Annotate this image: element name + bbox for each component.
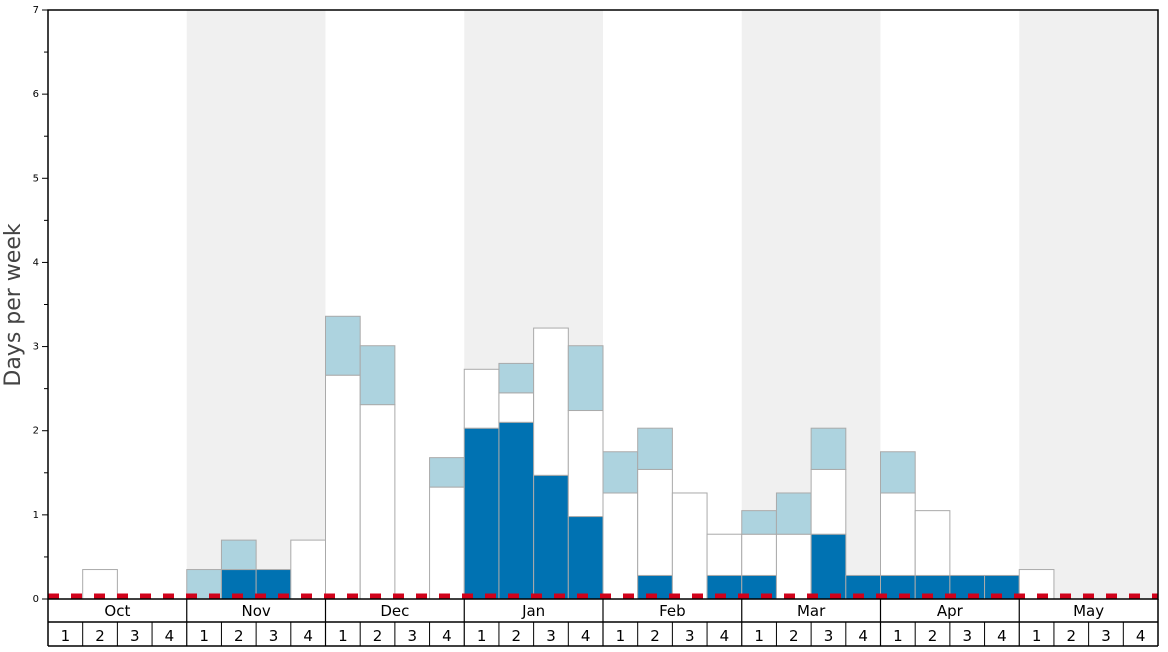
month-label-oct: Oct	[104, 602, 130, 620]
bar-segment	[463, 368, 500, 429]
bar-segment	[706, 533, 743, 576]
week-label: 2	[789, 627, 799, 645]
week-label: 2	[1067, 627, 1077, 645]
bar-segment	[533, 327, 569, 476]
week-label: 4	[303, 627, 313, 645]
bar-segment	[498, 362, 535, 394]
week-label: 2	[650, 627, 660, 645]
week-label: 1	[616, 627, 626, 645]
week-label: 2	[373, 627, 383, 645]
month-band-may	[1019, 10, 1158, 599]
month-bands	[186, 10, 1158, 599]
week-label: 3	[962, 627, 972, 645]
month-label-jan: Jan	[521, 602, 545, 620]
y-tick-label: 0	[33, 594, 39, 605]
week-label: 1	[338, 627, 348, 645]
week-label: 3	[824, 627, 834, 645]
week-label: 1	[1032, 627, 1042, 645]
bar-segment	[220, 539, 257, 571]
bar-segment	[359, 345, 396, 406]
week-label: 4	[858, 627, 868, 645]
week-label: 2	[95, 627, 105, 645]
bar-segment	[637, 427, 673, 470]
week-label: 2	[234, 627, 244, 645]
bar-segment	[429, 457, 465, 488]
week-label: 4	[720, 627, 730, 645]
bar-segment	[463, 427, 500, 600]
bar-segment	[429, 486, 465, 600]
bar-segment	[741, 510, 777, 535]
y-tick-label: 3	[33, 342, 39, 353]
bar-segment	[567, 410, 604, 518]
week-label: 2	[512, 627, 522, 645]
week-label: 1	[754, 627, 764, 645]
month-label-dec: Dec	[380, 602, 409, 620]
bar-segment	[325, 374, 361, 600]
bar-segment	[914, 510, 951, 576]
bar-segment	[567, 516, 604, 600]
week-label: 3	[685, 627, 695, 645]
y-tick-label: 6	[33, 89, 39, 100]
week-label: 3	[130, 627, 140, 645]
bar-segment	[637, 468, 673, 576]
y-tick-label: 2	[33, 426, 39, 437]
bar-segment	[880, 451, 916, 494]
week-label: 4	[1136, 627, 1146, 645]
y-tick-label: 1	[33, 510, 39, 521]
week-label: 1	[199, 627, 209, 645]
bar-segment	[290, 539, 326, 600]
month-label-nov: Nov	[241, 602, 270, 620]
week-label: 4	[997, 627, 1007, 645]
y-axis: 0 1 2 3 4 5 6 7	[33, 5, 48, 605]
y-tick-label: 4	[33, 257, 39, 268]
plot-frame	[47, 9, 1159, 600]
y-axis-label: Days per week	[1, 223, 26, 386]
bar-segment	[498, 392, 535, 423]
bars	[82, 315, 1055, 600]
month-label-apr: Apr	[937, 602, 964, 620]
week-label: 4	[165, 627, 175, 645]
week-label: 3	[407, 627, 417, 645]
y-tick-label: 5	[33, 173, 39, 184]
bar-segment	[359, 404, 396, 600]
bar-segment	[880, 492, 916, 576]
bar-segment	[775, 533, 812, 600]
bar-segment	[533, 474, 569, 600]
month-band-nov	[186, 10, 326, 599]
bar-segment	[498, 421, 535, 600]
bar-segment	[1018, 569, 1055, 600]
bar-segment	[775, 492, 812, 535]
month-label-mar: Mar	[797, 602, 826, 620]
week-label: 3	[1101, 627, 1111, 645]
week-label: 3	[546, 627, 556, 645]
bar-segment	[741, 533, 777, 576]
week-label: 4	[442, 627, 452, 645]
week-label: 3	[269, 627, 279, 645]
x-axis: Oct 1 2 3 4 Nov 1 2 3 4 Dec 1 2 3 4 Jan 1 2 3 4 Feb 1 2 3 4 Mar 1 2…	[47, 599, 1159, 647]
bar-segment	[671, 492, 708, 600]
week-label: 4	[581, 627, 591, 645]
y-tick-label: 7	[33, 5, 39, 16]
bar-segment	[810, 427, 847, 470]
month-label-feb: Feb	[659, 602, 686, 620]
bar-segment	[567, 345, 604, 412]
week-label: 1	[477, 627, 487, 645]
bar-segment	[810, 533, 847, 600]
bar-segment	[602, 451, 639, 494]
bar-segment	[602, 492, 639, 600]
month-label-may: May	[1073, 602, 1104, 620]
bar-segment	[325, 315, 361, 376]
week-label: 1	[61, 627, 71, 645]
bar-segment	[810, 468, 847, 535]
week-label: 1	[893, 627, 903, 645]
week-label: 2	[928, 627, 938, 645]
